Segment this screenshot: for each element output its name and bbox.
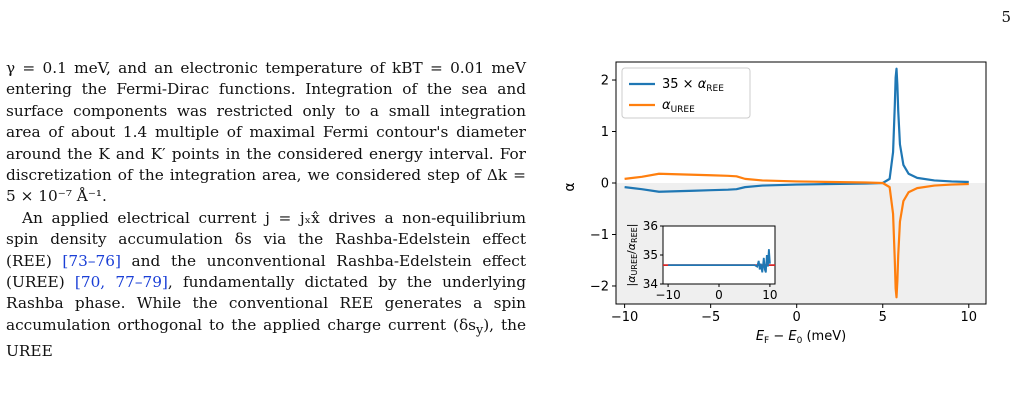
y-tick-label: −2 xyxy=(590,279,609,294)
page-number: 5 xyxy=(1001,8,1011,26)
paragraph-2-part-d: ), the UREE xyxy=(6,315,526,361)
inset-y-tick-label: 36 xyxy=(643,219,658,233)
inset-series-line xyxy=(668,249,771,273)
paragraph-2-subscript: y xyxy=(476,322,484,338)
y-tick-label: −1 xyxy=(590,228,609,243)
paragraph-2: An applied electrical current j = jₓx̂ d… xyxy=(6,208,526,363)
x-tick-label: 0 xyxy=(793,310,801,325)
x-tick-label: 10 xyxy=(961,310,978,325)
citation-link-1[interactable]: [73–76] xyxy=(62,251,121,270)
paragraph-1: γ = 0.1 meV, and an electronic temperatu… xyxy=(6,59,526,206)
inset-y-tick-label: 34 xyxy=(643,277,658,291)
text-column: γ = 0.1 meV, and an electronic temperatu… xyxy=(6,58,526,363)
legend-label-uree: αUREE xyxy=(662,98,695,115)
x-tick-label: −10 xyxy=(611,310,638,325)
x-axis-label: EF − E0 (meV) xyxy=(756,329,846,346)
x-tick-label: −5 xyxy=(701,310,720,325)
citation-link-2[interactable]: [70, 77–79] xyxy=(74,273,168,292)
x-tick-label: 5 xyxy=(879,310,887,325)
y-tick-label: 2 xyxy=(601,74,609,89)
paragraph-2-part-b: and the unconventional Rashba-Edelstein … xyxy=(6,251,527,292)
series-line-uree xyxy=(624,172,969,299)
paragraph-2-part-c: , fundamentally dictated by the underlyi… xyxy=(6,273,526,334)
y-axis-label: α xyxy=(562,182,578,191)
y-tick-label: 1 xyxy=(601,125,609,140)
inset-y-tick-label: 35 xyxy=(643,248,658,262)
inset-frame xyxy=(662,225,776,285)
inset-x-tick-label: −10 xyxy=(655,288,680,302)
inset-x-tick-label: 0 xyxy=(715,288,723,302)
y-tick-label: 0 xyxy=(601,177,609,192)
paragraph-2-part-a: An applied electrical current j = jₓx̂ d… xyxy=(6,208,526,270)
inset-x-tick-label: 10 xyxy=(762,288,777,302)
